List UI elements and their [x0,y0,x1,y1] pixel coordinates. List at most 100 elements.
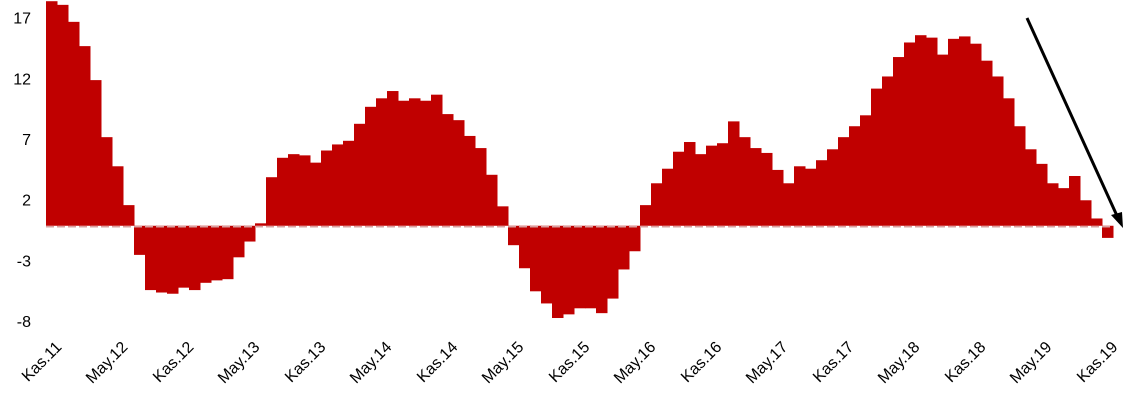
bar [409,98,421,226]
bar [959,36,971,226]
bar [992,76,1004,226]
bar [1036,163,1048,226]
bar [1014,126,1026,226]
bar [684,142,696,226]
bar [618,225,630,270]
bar [871,88,883,226]
y-tick-label: -3 [17,253,31,270]
bar [123,205,135,226]
bar [497,206,509,226]
bar [90,80,102,226]
bar [717,143,729,226]
trend-arrow [1025,17,1120,219]
bar [299,155,311,226]
bar [893,57,905,226]
bar [431,94,443,226]
bar [178,225,190,288]
bar [596,225,608,314]
x-tick-label: Kas.15 [546,339,593,386]
bar [695,154,707,226]
bar [189,225,201,291]
bar [376,98,388,226]
bar [948,38,960,226]
bar [794,166,806,226]
bar [134,225,146,255]
bar [761,152,773,226]
bar [739,137,751,226]
bar [277,157,289,226]
bar [266,177,278,226]
bar [145,225,157,291]
bar [706,145,718,226]
bar [805,168,817,226]
bar [651,183,663,226]
bar [915,35,927,226]
x-tick-label: Kas.18 [942,339,989,386]
bar [332,144,344,226]
bar [629,225,641,252]
bar [860,115,872,226]
x-tick-label: Kas.11 [19,339,65,385]
bar [1047,183,1059,226]
x-tick-label: Kas.14 [414,339,461,386]
bar [508,225,520,246]
bar [200,225,212,283]
bar [387,91,399,226]
x-tick-label: Kas.17 [810,339,857,386]
bar [585,225,597,309]
bar [101,137,113,226]
bar [321,150,333,226]
bar [552,225,564,319]
bar [530,225,542,292]
bar [475,148,487,226]
y-tick-label: -8 [17,314,31,331]
bar [981,60,993,226]
x-tick-label: Kas.13 [282,339,329,386]
bar [112,166,124,226]
bar [354,123,366,226]
bar [343,140,355,226]
bar [453,120,465,226]
bar [750,148,762,226]
bar [420,100,432,226]
bar [288,154,300,226]
bar [167,225,179,294]
bar [662,168,674,226]
bar [398,100,410,226]
x-tick-label: Kas.16 [678,339,725,386]
bar [46,1,58,226]
bar [310,162,322,226]
bar [244,225,256,242]
bar [574,225,586,309]
x-tick-label: Kas.12 [150,339,197,386]
x-tick-label: May.17 [743,339,791,387]
bar [849,126,861,226]
arrow-head [1111,212,1123,228]
bar [970,43,982,226]
bar [255,223,267,226]
bar [640,205,652,226]
bar [156,225,168,293]
y-tick-label: 12 [13,71,31,88]
bar [57,4,69,226]
x-tick-label: May.18 [875,339,923,387]
x-tick-label: May.15 [479,339,527,387]
bar [1080,200,1092,226]
bar [1102,225,1114,238]
x-tick-label: May.16 [611,339,659,387]
x-tick-label: May.12 [83,339,131,387]
bar [541,225,553,304]
bar [365,106,377,226]
bar [211,225,223,281]
bar [79,46,91,226]
bar [464,135,476,226]
bar [222,225,234,280]
bar [607,225,619,299]
bar [816,160,828,226]
bar [827,149,839,226]
bar [1025,149,1037,226]
bar [563,225,575,315]
bar [1091,218,1103,226]
bar [233,225,245,258]
